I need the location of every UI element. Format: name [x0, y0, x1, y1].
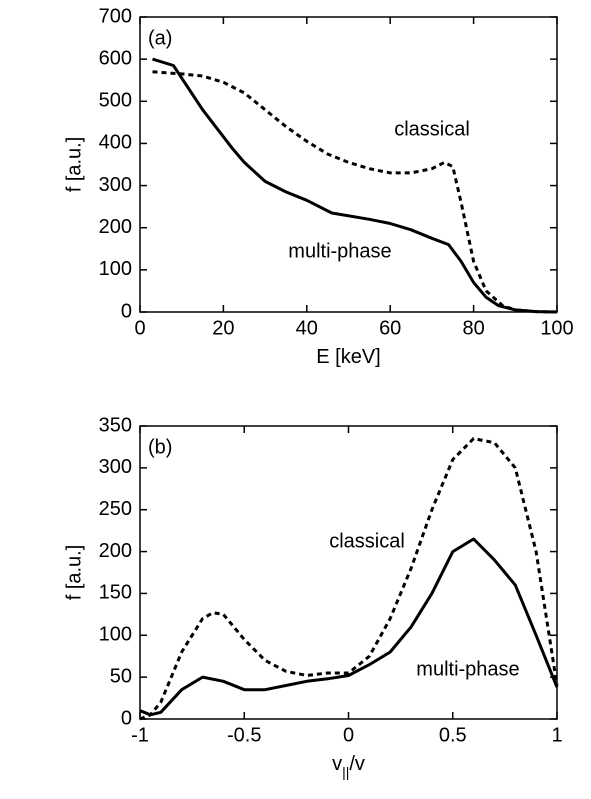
series-label: classical: [329, 530, 405, 552]
x-tick-label: -1: [131, 724, 149, 746]
panel-label: (b): [148, 436, 172, 458]
x-tick-label: 1: [551, 724, 562, 746]
y-tick-label: 250: [99, 498, 132, 520]
panel: 0 100 200 300 400 500 600 700 0 20 40 60 80 100 multi-…: [63, 5, 573, 368]
x-tick-label: 60: [379, 317, 401, 339]
series-line: [139, 437, 559, 721]
y-tick-label: 150: [99, 582, 132, 604]
panel-label: (a): [148, 27, 172, 49]
y-tick-label: 600: [99, 47, 132, 69]
x-tick-label: 0: [134, 317, 145, 339]
y-tick-label: 700: [99, 5, 132, 27]
y-tick-label: 200: [99, 540, 132, 562]
x-tick-label: 0: [343, 724, 354, 746]
panel: 0 50 100 150 200 250 300 350 -1 -0.5 0 0.5 1 multi-ph…: [63, 414, 562, 779]
y-tick-label: 500: [99, 90, 132, 112]
x-tick-label: 100: [540, 317, 573, 339]
series-label: multi-phase: [288, 240, 391, 262]
x-axis-label-part: /v: [349, 753, 365, 775]
x-tick-label: -0.5: [227, 724, 261, 746]
series-line: [152, 57, 558, 314]
x-axis-label-part: v: [332, 753, 342, 775]
y-tick-label: 100: [99, 624, 132, 646]
y-axis-label: f [a.u.]: [63, 137, 85, 193]
series-label: classical: [394, 118, 470, 140]
y-tick-label: 200: [99, 216, 132, 238]
x-axis-label-part: E [keV]: [316, 346, 380, 368]
x-tick-label: 80: [462, 317, 484, 339]
x-tick-label: 0.5: [439, 724, 467, 746]
series-line: [152, 70, 558, 314]
y-tick-label: 400: [99, 132, 132, 154]
y-tick-label: 0: [121, 300, 132, 322]
y-tick-label: 100: [99, 258, 132, 280]
y-tick-label: 0: [121, 707, 132, 729]
plot-frame: [139, 16, 558, 313]
y-tick-label: 50: [110, 665, 132, 687]
x-axis-label: v||/v: [332, 753, 365, 779]
y-axis-label: f [a.u.]: [63, 545, 85, 601]
y-tick-label: 300: [99, 174, 132, 196]
series-line: [139, 537, 559, 717]
y-tick-label: 350: [99, 414, 132, 436]
x-axis-label-part: ||: [342, 764, 349, 780]
y-tick-label: 300: [99, 456, 132, 478]
series-label: multi-phase: [416, 658, 519, 680]
x-tick-label: 20: [212, 317, 234, 339]
x-tick-label: 40: [296, 317, 318, 339]
plot-frame: [139, 425, 558, 720]
x-axis-label: E [keV]: [316, 346, 380, 368]
